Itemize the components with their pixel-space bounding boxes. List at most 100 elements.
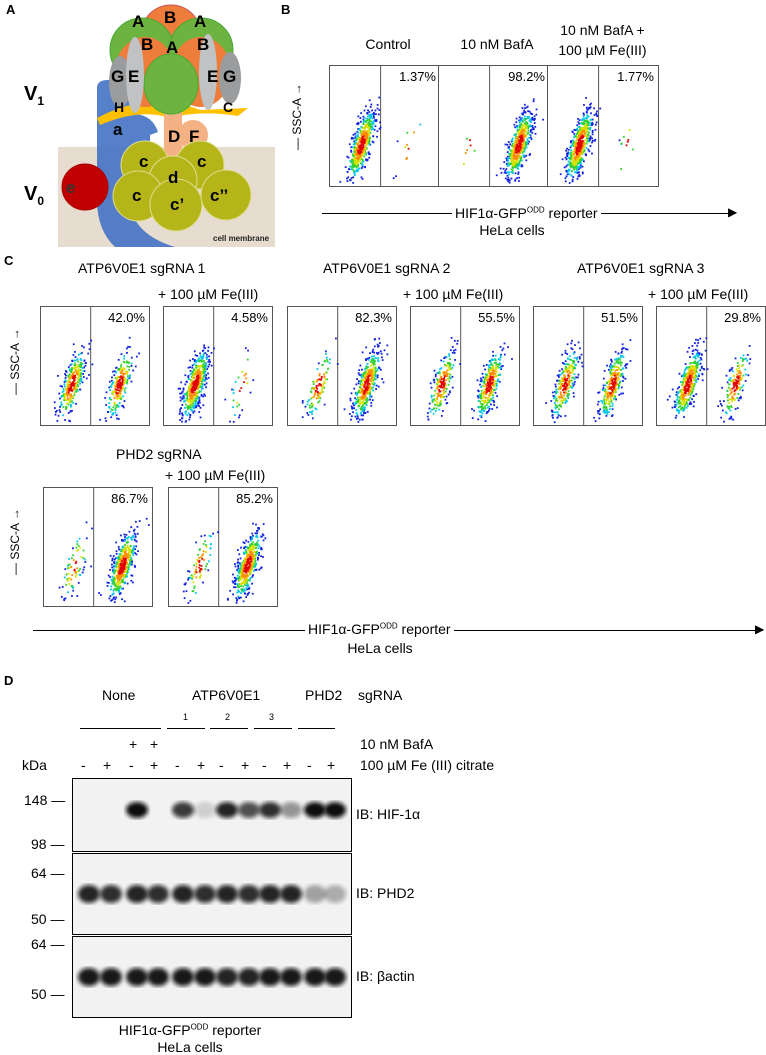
event-dot: [610, 382, 613, 385]
event-dot: [312, 395, 315, 398]
event-dot: [321, 389, 324, 391]
event-dot: [580, 137, 583, 140]
event-dot: [687, 379, 690, 381]
event-dot: [573, 383, 576, 386]
event-dot: [362, 407, 365, 410]
event-dot: [729, 409, 732, 412]
event-dot: [487, 396, 489, 399]
subunit-label: A: [166, 38, 179, 57]
event-dot: [509, 149, 512, 152]
event-dot: [491, 387, 493, 390]
membrane-label: cell membrane: [213, 234, 270, 243]
event-dot: [485, 378, 488, 381]
event-dot: [695, 362, 697, 365]
subunit-label: A: [132, 12, 145, 31]
event-dot: [691, 366, 694, 369]
event-dot: [507, 180, 510, 183]
event-dot: [514, 164, 516, 167]
event-dot: [528, 110, 531, 113]
event-dot: [488, 385, 490, 388]
event-dot: [676, 401, 678, 404]
event-dot: [473, 149, 476, 152]
event-dot: [252, 379, 255, 382]
event-dot: [374, 125, 377, 128]
event-dot: [192, 402, 195, 405]
event-dot: [484, 368, 486, 371]
event-dot: [556, 405, 559, 407]
event-dot: [326, 360, 329, 363]
event-dot: [521, 165, 524, 168]
event-dot: [581, 127, 584, 129]
subunit-label: E: [207, 67, 219, 86]
event-dot: [591, 118, 594, 121]
event-dot: [571, 178, 574, 181]
event-dot: [124, 391, 127, 394]
event-dot: [328, 362, 331, 365]
event-dot: [566, 377, 569, 380]
event-dot: [485, 391, 488, 394]
event-dot: [443, 375, 446, 378]
event-dot: [675, 404, 678, 407]
event-dot: [483, 385, 485, 388]
event-dot: [742, 384, 745, 387]
event-dot: [570, 379, 573, 382]
event-dot: [507, 162, 509, 164]
event-dot: [202, 375, 205, 378]
event-dot: [497, 358, 500, 361]
event-dot: [524, 128, 527, 131]
event-dot: [311, 396, 314, 399]
event-dot: [491, 365, 494, 368]
event-dot: [360, 112, 363, 115]
event-dot: [122, 367, 125, 369]
event-dot: [488, 407, 491, 410]
event-dot: [483, 407, 486, 409]
event-dot: [443, 387, 446, 389]
event-dot: [355, 158, 357, 161]
event-dot: [681, 395, 684, 398]
event-dot: [573, 373, 576, 376]
event-dot: [518, 121, 521, 124]
event-dot: [359, 382, 362, 385]
event-dot: [492, 350, 494, 353]
event-dot: [589, 135, 592, 138]
event-dot: [514, 126, 517, 129]
subunit-label: F: [189, 127, 200, 146]
event-dot: [350, 168, 353, 171]
event-dot: [688, 377, 691, 380]
event-dot: [179, 387, 182, 390]
event-dot: [565, 158, 568, 161]
event-dot: [581, 144, 584, 147]
event-dot: [358, 369, 361, 372]
event-dot: [371, 377, 373, 380]
event-dot: [683, 407, 686, 410]
event-dot: [75, 387, 78, 390]
event-dot: [192, 386, 195, 389]
event-dot: [583, 135, 586, 138]
event-dot: [354, 132, 357, 135]
event-dot: [559, 373, 562, 376]
event-dot: [430, 396, 433, 399]
event-dot: [514, 151, 516, 154]
event-dot: [499, 367, 502, 369]
event-dot: [675, 393, 678, 396]
event-dot: [515, 117, 518, 120]
event-dot: [59, 411, 62, 413]
event-dot: [516, 145, 518, 148]
event-dot: [683, 394, 686, 397]
event-dot: [360, 158, 363, 161]
event-dot: [364, 152, 367, 155]
event-dot: [363, 155, 366, 158]
event-dot: [107, 574, 110, 577]
event-dot: [353, 161, 356, 164]
event-dot: [355, 137, 358, 140]
event-dot: [486, 390, 489, 392]
event-dot: [61, 385, 64, 388]
event-dot: [361, 390, 364, 393]
event-dot: [556, 416, 559, 419]
event-dot: [198, 374, 201, 377]
event-dot: [523, 122, 526, 125]
event-dot: [367, 126, 370, 129]
event-dot: [685, 366, 688, 369]
event-dot: [551, 391, 554, 394]
event-dot: [520, 126, 523, 129]
